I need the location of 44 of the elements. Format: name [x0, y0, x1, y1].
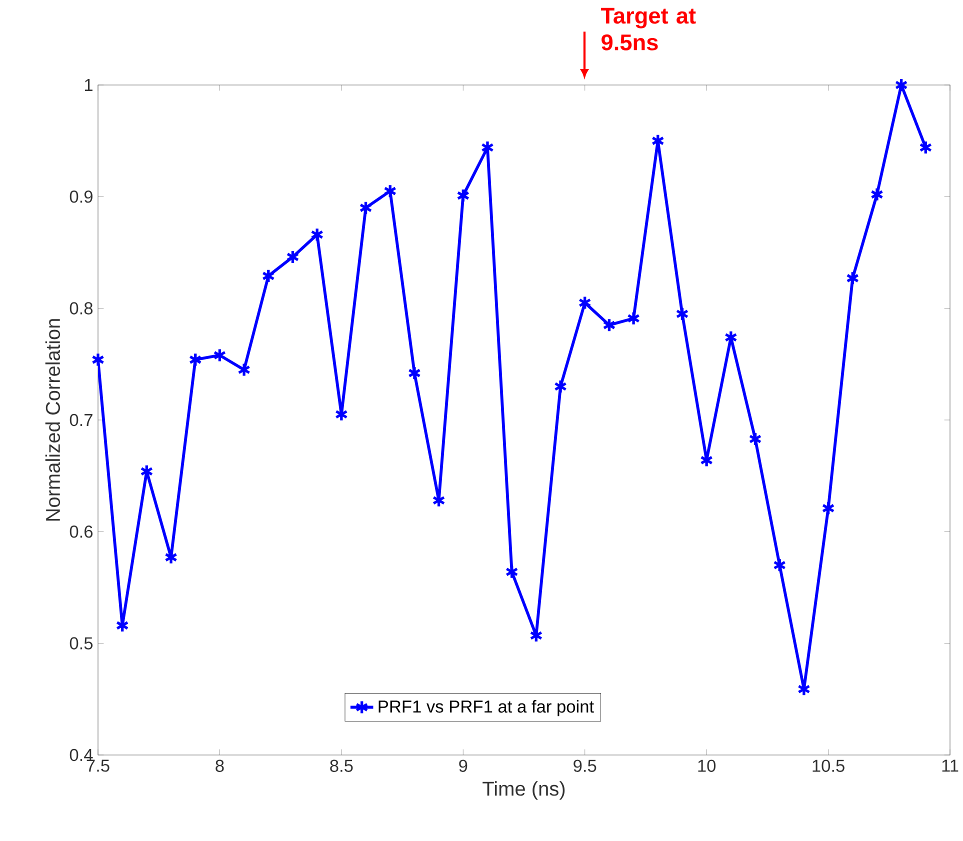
point — [480, 140, 494, 155]
x-tick-label: 11 — [942, 760, 958, 772]
point — [870, 187, 884, 202]
x-axis-title: Time (ns) — [482, 781, 565, 800]
x-tick-label: 9.5 — [574, 760, 596, 772]
point — [262, 268, 275, 284]
point — [554, 379, 568, 394]
y-axis-title: Normalized Correlation — [45, 319, 60, 521]
point — [919, 140, 932, 155]
point — [894, 78, 908, 92]
point — [213, 348, 226, 363]
x-tick-label: 10 — [698, 760, 716, 772]
point — [359, 200, 372, 216]
point — [238, 362, 251, 378]
point — [408, 366, 421, 380]
point — [505, 564, 518, 580]
point — [286, 250, 300, 264]
point — [188, 352, 202, 368]
point — [822, 500, 835, 516]
point — [846, 270, 860, 286]
point — [748, 432, 762, 446]
point — [627, 311, 640, 326]
x-tick-label: 7.5 — [86, 760, 110, 772]
point — [456, 188, 470, 203]
x-tick-label: 10.5 — [812, 760, 844, 772]
y-tick-label: 0.8 — [70, 302, 93, 314]
point — [384, 184, 397, 198]
point — [773, 558, 786, 572]
x-tick-label: 8.5 — [330, 760, 353, 772]
point — [91, 352, 105, 368]
legend-label: PRF1 vs PRF1 at a far point — [378, 700, 594, 716]
y-tick-label: 0.7 — [70, 414, 92, 426]
y-tick-label: 0.6 — [70, 526, 93, 538]
text: Target at 9.5ns — [601, 8, 696, 50]
x-tick-label: 9 — [459, 760, 468, 772]
point — [578, 295, 592, 310]
point — [310, 227, 324, 242]
y-tick-label: 0.9 — [70, 190, 92, 203]
y-tick-label: 1 — [84, 79, 92, 91]
point — [602, 318, 616, 332]
x-tick-label: 8 — [216, 760, 224, 772]
point — [676, 306, 689, 322]
y-tick-label: 0.4 — [70, 748, 93, 762]
y-tick-label: 0.5 — [70, 637, 93, 650]
